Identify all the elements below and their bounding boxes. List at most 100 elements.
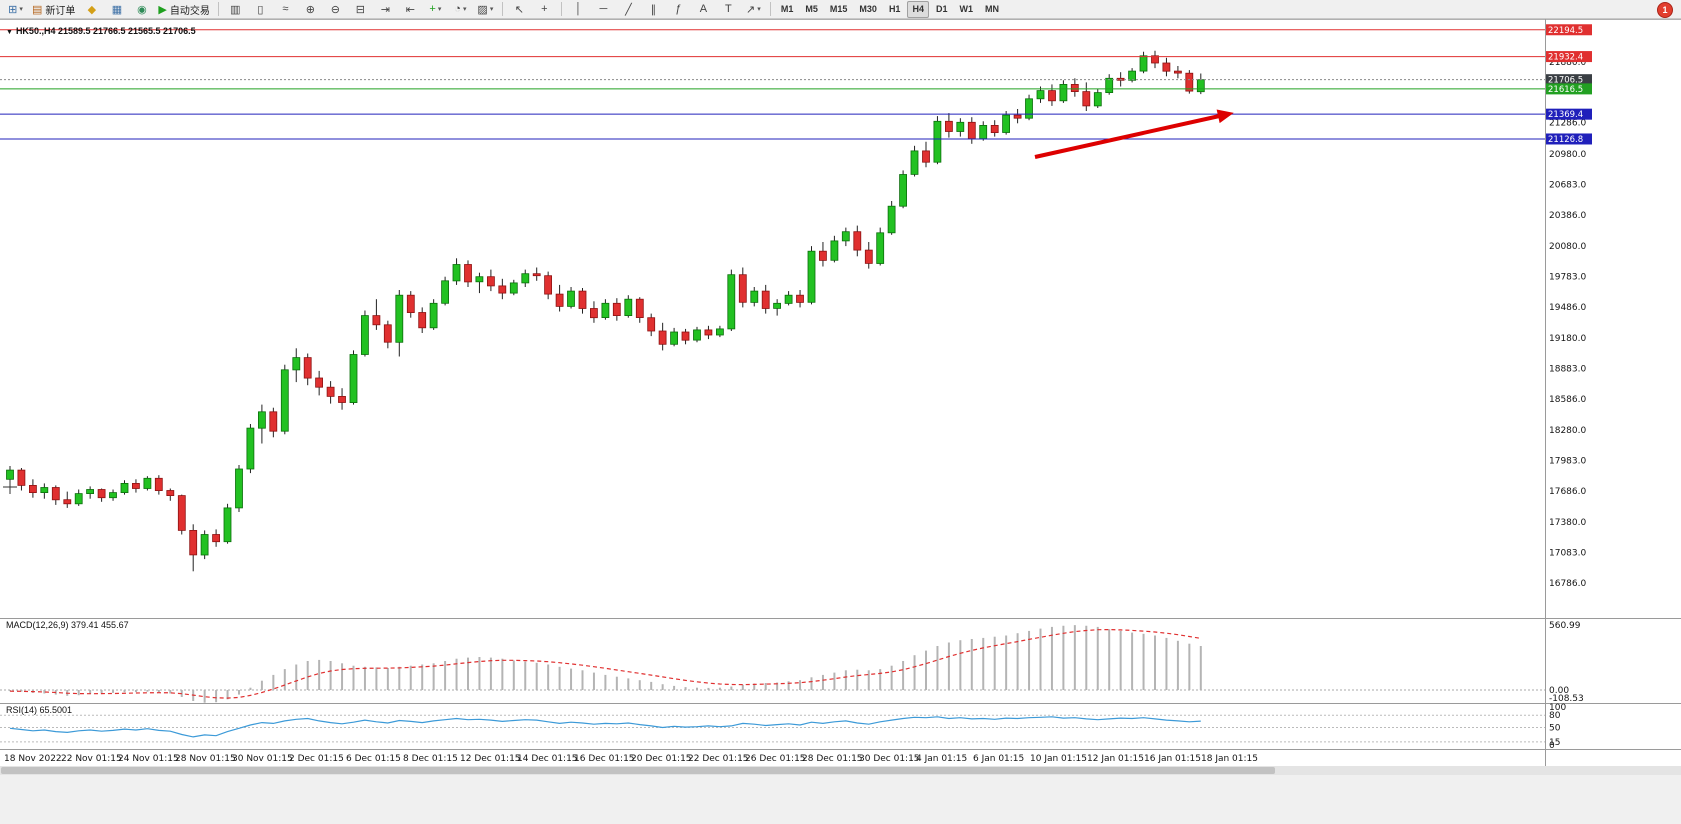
- svg-text:4 Jan 01:15: 4 Jan 01:15: [916, 754, 967, 764]
- chart-shift-icon: ⇤: [405, 3, 415, 16]
- zoom-out-button[interactable]: ⊖: [324, 0, 347, 19]
- fibonacci-button[interactable]: ƒ: [667, 0, 690, 19]
- tile-windows-button[interactable]: ⊟: [349, 0, 372, 19]
- svg-text:21369.4: 21369.4: [1548, 110, 1583, 120]
- svg-text:17983.0: 17983.0: [1549, 457, 1586, 467]
- chart-shift-button[interactable]: ⇤: [399, 0, 422, 19]
- svg-text:560.99: 560.99: [1549, 621, 1581, 631]
- candlestick-chart-icon: ▯: [257, 3, 264, 16]
- svg-text:15: 15: [1549, 738, 1560, 748]
- svg-text:20980.0: 20980.0: [1549, 150, 1586, 160]
- text-label-icon: T: [725, 3, 732, 15]
- data-window-icon: ◉: [137, 3, 147, 16]
- fibonacci-icon: ƒ: [675, 3, 682, 15]
- macd-indicator-label: MACD(12,26,9) 379.41 455.67: [6, 620, 129, 630]
- dropdown-caret-icon[interactable]: ▾: [19, 6, 23, 13]
- templates-button[interactable]: ▨ ▾: [474, 0, 497, 19]
- dropdown-caret-icon[interactable]: ▾: [462, 6, 467, 13]
- vertical-line-button[interactable]: │: [567, 0, 590, 19]
- rsi-indicator-label: RSI(14) 65.5001: [6, 705, 73, 715]
- new-order-button-label: 新订单: [45, 5, 76, 17]
- line-chart-button[interactable]: ≈: [274, 0, 297, 19]
- price-badge-resistance-2: [1546, 51, 1592, 63]
- timeframe-m1-button[interactable]: M1: [780, 4, 794, 14]
- timeframe-w1-button[interactable]: W1: [959, 4, 973, 14]
- svg-text:21706.5: 21706.5: [1548, 76, 1583, 86]
- timeframe-mn-button[interactable]: MN: [984, 4, 999, 14]
- horizontal-line-button[interactable]: ─: [592, 0, 615, 19]
- svg-text:12 Dec 01:15: 12 Dec 01:15: [460, 754, 521, 764]
- text-icon: A: [699, 3, 708, 15]
- symbol-ohlc-text: HK50.,H4 21589.5 21766.5 21565.5 21706.5: [15, 26, 196, 36]
- object-anchor-cross-icon[interactable]: [3, 480, 17, 494]
- candlestick-chart-button[interactable]: ▯: [249, 0, 272, 19]
- main-toolbar: ⊞ ▾ ▤ 新订单 ◆ ▦ ◉ ▶ 自动交易 ▥ ▯ ≈ ⊕ ⊖ ⊟ ⇥ ⇤ + ▾ ◔ ▾ ▨ ▾ ↖ + │ ─ ╱ ∥ ƒ A T ↗ ▾ M…: [0, 0, 1681, 19]
- zoom-in-icon: ⊕: [305, 3, 315, 16]
- horizontal-line-icon: ─: [599, 3, 608, 15]
- svg-text:20080.0: 20080.0: [1549, 242, 1586, 252]
- zoom-in-button[interactable]: ⊕: [299, 0, 322, 19]
- svg-text:12 Jan 01:15: 12 Jan 01:15: [1087, 754, 1144, 764]
- new-chart-icon: ⊞: [8, 3, 18, 16]
- svg-text:6 Dec 01:15: 6 Dec 01:15: [346, 754, 401, 764]
- line-chart-icon: ≈: [282, 3, 289, 15]
- h-scrollbar-thumb[interactable]: [1, 767, 1275, 774]
- svg-text:17686.0: 17686.0: [1549, 487, 1586, 497]
- new-order-button[interactable]: ▤ 新订单: [29, 0, 78, 19]
- cursor-icon: ↖: [514, 3, 524, 16]
- templates-icon: ▨: [477, 3, 488, 16]
- metaeditor-button[interactable]: ◆: [80, 0, 103, 19]
- candles-layer: [6, 50, 1205, 572]
- dropdown-caret-icon[interactable]: ▾: [489, 6, 494, 13]
- collapse-triangle-icon[interactable]: ▼: [6, 29, 13, 36]
- market-watch-icon: ▦: [111, 3, 123, 16]
- timeframe-m30-button[interactable]: M30: [859, 4, 877, 14]
- macd-pane: 560.99 0.00-108.53: [0, 621, 1584, 704]
- periods-button[interactable]: ◔ ▾: [449, 0, 472, 19]
- svg-text:6 Jan 01:15: 6 Jan 01:15: [973, 754, 1024, 764]
- dropdown-caret-icon[interactable]: ▾: [437, 6, 442, 13]
- svg-text:19783.0: 19783.0: [1549, 272, 1586, 282]
- trendline-icon: ╱: [625, 3, 632, 16]
- timeframe-d1-button[interactable]: D1: [935, 4, 948, 14]
- svg-text:30 Dec 01:15: 30 Dec 01:15: [859, 754, 920, 764]
- timeframe-m5-button[interactable]: M5: [805, 4, 818, 14]
- trendline-button[interactable]: ╱: [617, 0, 640, 19]
- notification-badge[interactable]: 1: [1657, 2, 1673, 18]
- timeframe-m15-button[interactable]: M15: [829, 4, 848, 14]
- svg-text:-108.53: -108.53: [1549, 694, 1584, 704]
- svg-text:21616.5: 21616.5: [1548, 85, 1583, 95]
- svg-text:22194.5: 22194.5: [1548, 26, 1583, 36]
- toolbar-separator: [560, 2, 562, 16]
- cursor-button[interactable]: ↖: [508, 0, 531, 19]
- equidistant-channel-button[interactable]: ∥: [642, 0, 665, 19]
- crosshair-icon: +: [541, 3, 548, 15]
- text-button[interactable]: A: [692, 0, 715, 19]
- auto-trading-button[interactable]: ▶ 自动交易: [155, 0, 212, 19]
- svg-text:18586.0: 18586.0: [1549, 395, 1586, 405]
- text-label-button[interactable]: T: [717, 0, 740, 19]
- svg-text:8 Dec 01:15: 8 Dec 01:15: [403, 754, 458, 764]
- timeframe-h4-button[interactable]: H4: [907, 0, 929, 18]
- auto-scroll-button[interactable]: ⇥: [374, 0, 397, 19]
- svg-text:21126.8: 21126.8: [1548, 135, 1583, 145]
- indicators-button[interactable]: + ▾: [424, 0, 447, 19]
- chart-symbol-info: ▼ HK50.,H4 21589.5 21766.5 21565.5 21706.…: [6, 26, 196, 36]
- dropdown-caret-icon[interactable]: ▾: [757, 6, 761, 13]
- zoom-out-icon: ⊖: [330, 3, 340, 16]
- crosshair-button[interactable]: +: [533, 0, 556, 19]
- timeframe-h1-button[interactable]: H1: [888, 4, 901, 14]
- bar-chart-button[interactable]: ▥: [224, 0, 247, 19]
- svg-text:19486.0: 19486.0: [1549, 303, 1586, 313]
- data-window-button[interactable]: ◉: [130, 0, 153, 19]
- svg-text:18883.0: 18883.0: [1549, 364, 1586, 374]
- arrows-button[interactable]: ↗ ▾: [742, 0, 765, 19]
- svg-text:21932.4: 21932.4: [1548, 53, 1583, 63]
- market-watch-button[interactable]: ▦: [105, 0, 128, 19]
- trend-arrow-annotation[interactable]: [1034, 109, 1234, 159]
- new-chart-button[interactable]: ⊞ ▾: [4, 0, 27, 19]
- svg-text:21286.0: 21286.0: [1549, 119, 1586, 129]
- svg-text:80: 80: [1549, 711, 1561, 721]
